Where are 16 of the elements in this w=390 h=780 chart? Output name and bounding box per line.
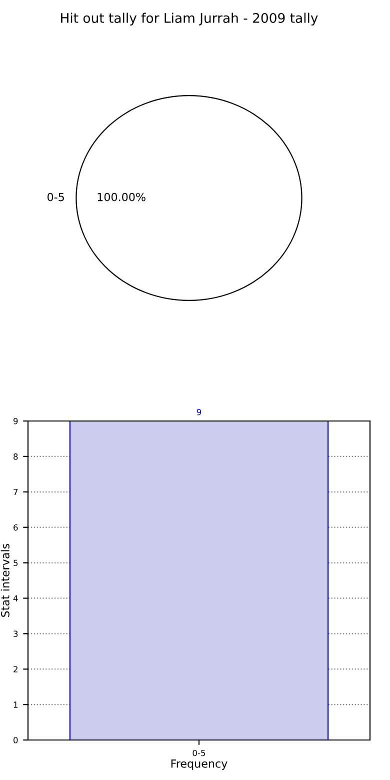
slice-label: 0-5 [48, 192, 64, 202]
y-tick-label: 8 [14, 453, 18, 460]
y-tick-label: 1 [14, 702, 18, 708]
y-tick-label: 9 [14, 418, 18, 424]
y-tick-label: 3 [14, 630, 18, 637]
y-tick-label: 7 [14, 488, 18, 496]
x-axis-title: Frequency [171, 760, 228, 770]
y-tick-label: 0 [14, 736, 18, 744]
data-label: 100.00% [98, 192, 146, 202]
data-label: 9 [196, 408, 202, 416]
chart-title: Hit out tally for Liam Jurrah - 2009 tally [61, 12, 318, 26]
y-tick-label: 6 [14, 524, 18, 531]
y-tick-label: 4 [13, 595, 18, 602]
y-tick-label: 5 [14, 560, 18, 566]
y-tick-label: 2 [14, 666, 18, 672]
y-axis-title: Stat intervals [0, 544, 10, 617]
